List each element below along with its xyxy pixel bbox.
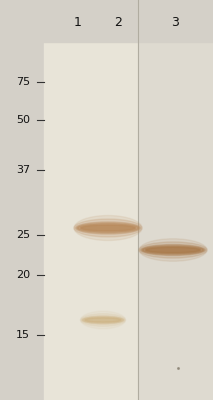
Ellipse shape [139,242,207,258]
Ellipse shape [142,246,204,254]
Ellipse shape [77,224,139,232]
Bar [138,42,213,400]
Text: 1: 1 [74,16,82,28]
Ellipse shape [85,318,121,322]
Bar [44,42,138,400]
Ellipse shape [83,317,123,323]
Ellipse shape [82,316,124,324]
Ellipse shape [74,216,142,240]
Ellipse shape [139,239,207,261]
Ellipse shape [146,247,200,253]
Text: 37: 37 [16,165,30,175]
Text: 25: 25 [16,230,30,240]
Text: 50: 50 [16,115,30,125]
Text: 2: 2 [114,16,122,28]
Text: 75: 75 [16,77,30,87]
Text: 3: 3 [171,16,179,28]
Ellipse shape [81,311,125,329]
Text: 20: 20 [16,270,30,280]
Ellipse shape [141,244,205,256]
Ellipse shape [76,222,140,234]
Text: 15: 15 [16,330,30,340]
Ellipse shape [74,219,142,237]
Bar [0,0,213,42]
Ellipse shape [81,225,135,231]
Ellipse shape [81,314,125,326]
